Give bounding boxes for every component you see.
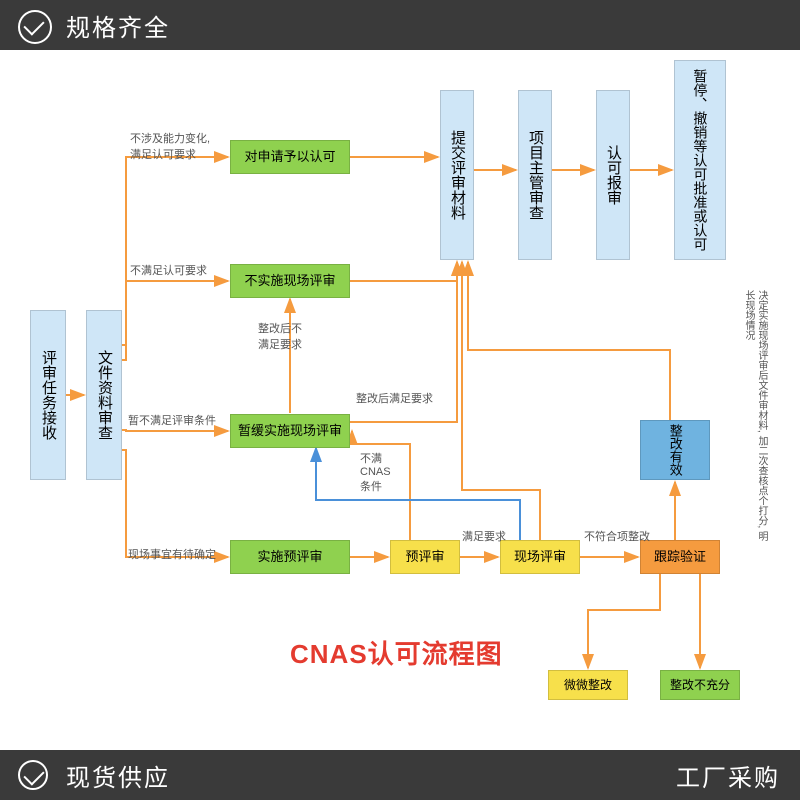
node-label: 整改不充分 (670, 678, 730, 692)
edge-label-e3: 暂不满足评审条件 (128, 412, 216, 428)
node-label: 整改有效 (667, 424, 683, 476)
node-n16: 整改不充分 (660, 670, 740, 700)
node-n13: 认可报审 (596, 90, 630, 260)
bottom-right-text: 工厂采购 (676, 758, 780, 793)
diagram-title: CNAS认可流程图 (290, 634, 503, 671)
node-n09: 跟踪验证 (640, 540, 720, 574)
check-icon (18, 760, 48, 790)
edge-label-e9: 不符合项整改 (584, 528, 650, 544)
node-label: 对申请予以认可 (244, 149, 335, 165)
node-n11: 提交评审材料 (440, 90, 474, 260)
node-n14: 暂停、撤销等认可批准或认可 (674, 60, 726, 260)
node-n03: 对申请予以认可 (230, 140, 350, 174)
edge-label-e6: 整改后满足要求 (356, 390, 433, 406)
arrow (462, 262, 540, 540)
edge-label-e1: 不涉及能力变化, 满足认可要求 (130, 130, 210, 162)
node-n05: 暂缓实施现场评审 (230, 414, 350, 448)
node-n10: 整改有效 (640, 420, 710, 480)
arrow (122, 157, 228, 345)
arrow (316, 448, 520, 540)
node-n04: 不实施现场评审 (230, 264, 350, 298)
node-label: 提交评审材料 (448, 130, 466, 220)
arrow (122, 450, 228, 557)
node-label: 评审任务接收 (39, 350, 57, 440)
node-label: 文件资料审查 (95, 350, 113, 440)
node-n06: 实施预评审 (230, 540, 350, 574)
top-banner: 规格齐全 (0, 0, 800, 50)
bottom-left-text: 现货供应 (66, 758, 170, 793)
arrow (468, 262, 670, 420)
node-label: 暂停、撤销等认可批准或认可 (692, 69, 709, 251)
edge-label-e4: 现场事宜有待确定 (128, 546, 216, 562)
edge-label-e7: 不满 CNAS 条件 (360, 450, 391, 494)
node-n08: 现场评审 (500, 540, 580, 574)
node-n12: 项目主管审查 (518, 90, 552, 260)
arrow (588, 574, 660, 668)
edge-label-e8: 满足要求 (462, 528, 506, 544)
node-n07: 预评审 (390, 540, 460, 574)
arrow (122, 281, 228, 360)
node-n15: 微微整改 (548, 670, 628, 700)
top-banner-text: 规格齐全 (66, 8, 170, 43)
node-label: 实施预评审 (257, 549, 322, 565)
node-n02: 文件资料审查 (86, 310, 122, 480)
bottom-banner: 现货供应 工厂采购 (0, 750, 800, 800)
node-n01: 评审任务接收 (30, 310, 66, 480)
node-label: 预评审 (405, 549, 444, 565)
arrow (350, 262, 457, 281)
node-label: 项目主管审查 (526, 130, 544, 220)
edge-label-e5: 整改后不 满足要求 (258, 320, 302, 352)
node-label: 现场评审 (514, 549, 566, 565)
node-label: 不实施现场评审 (244, 273, 335, 289)
node-label: 暂缓实施现场评审 (238, 423, 342, 439)
flowchart-diagram: 评审任务接收 文件资料审查 对申请予以认可不实施现场评审暂缓实施现场评审实施预评审 预… (0, 50, 800, 750)
arrow (122, 430, 228, 431)
node-label: 微微整改 (564, 678, 612, 692)
node-label: 认可报审 (604, 145, 622, 205)
node-label: 跟踪验证 (654, 549, 706, 565)
side-note: 决定实施现场评审后文件审材料, 加二次查核点个打分, 明长现场情况 (742, 290, 768, 550)
edge-label-e2: 不满足认可要求 (130, 262, 207, 278)
